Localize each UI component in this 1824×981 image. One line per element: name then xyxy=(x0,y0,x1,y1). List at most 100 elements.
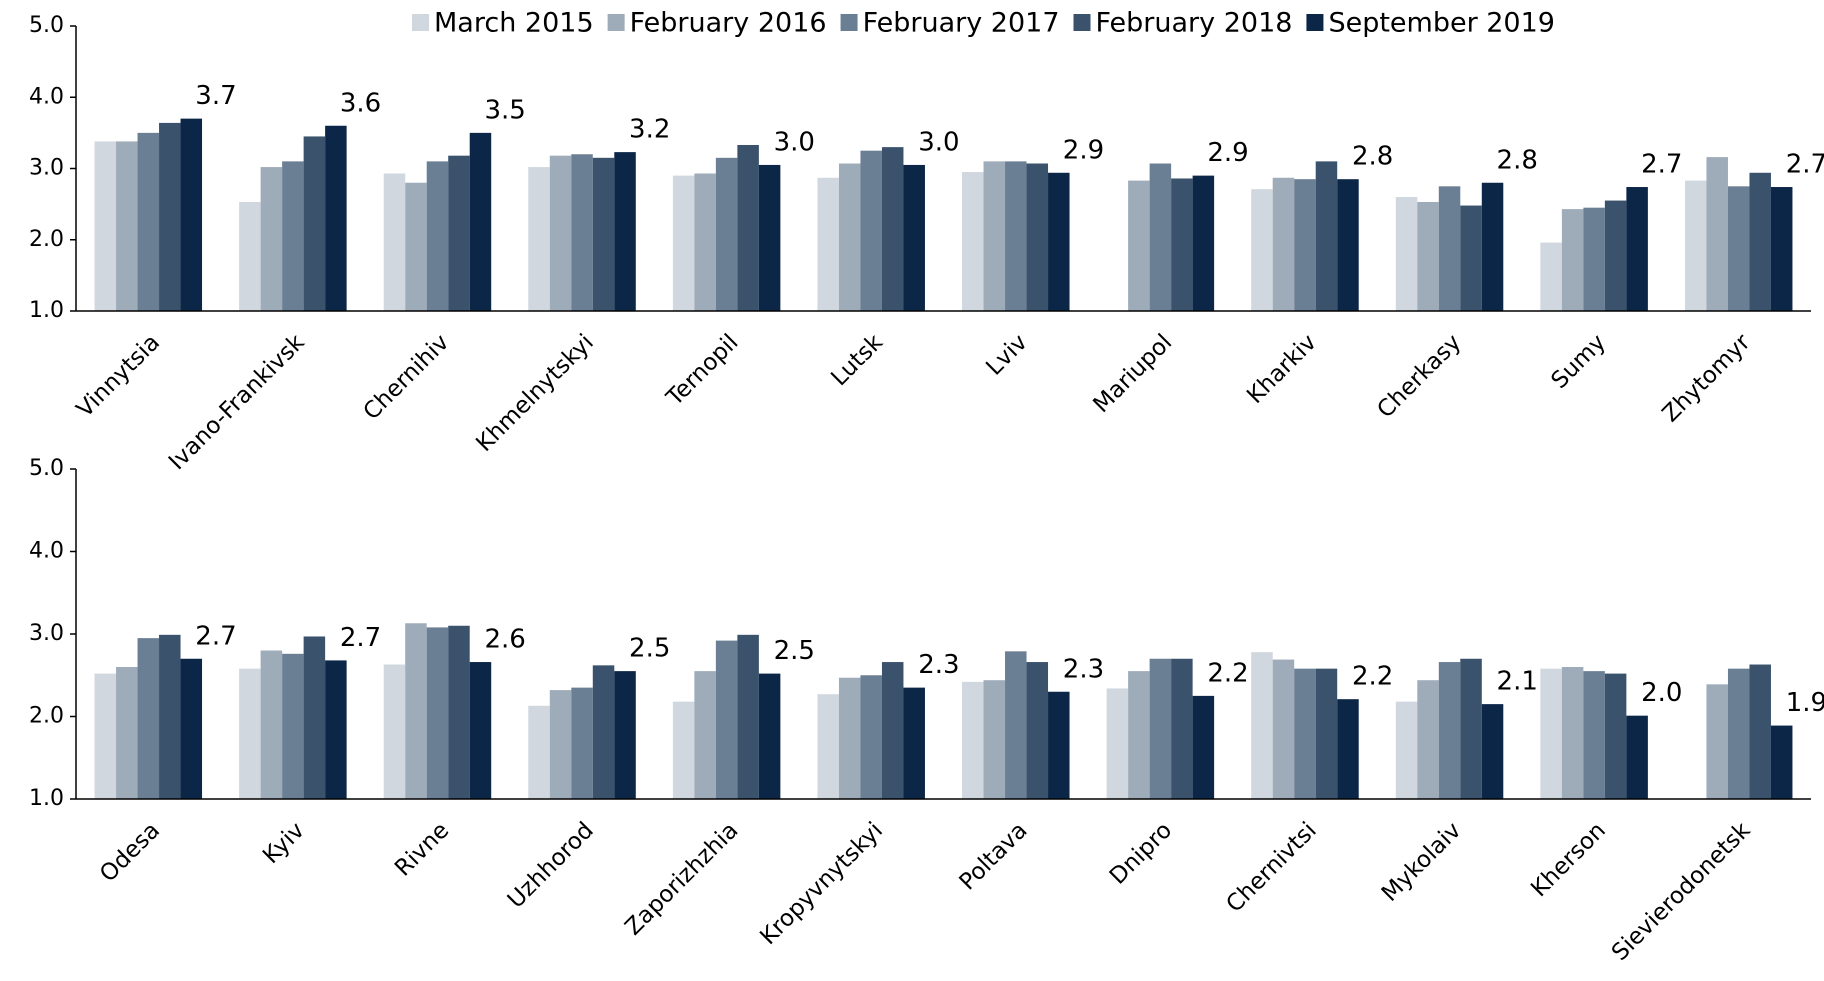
bar xyxy=(325,125,347,311)
legend-swatch xyxy=(840,14,858,31)
x-tick-label: Kharkiv xyxy=(1242,329,1322,409)
bar xyxy=(260,167,283,311)
x-tick-label: Dnipro xyxy=(1105,817,1177,889)
x-tick-label: Chernihiv xyxy=(359,329,455,425)
legend-label: March 2015 xyxy=(434,8,594,39)
bar xyxy=(180,658,203,799)
bar xyxy=(1294,179,1316,311)
bar xyxy=(983,161,1006,311)
x-tick-label: Lviv xyxy=(981,329,1032,380)
value-label: 2.6 xyxy=(484,625,525,655)
bar xyxy=(1626,715,1648,799)
bar xyxy=(881,662,904,799)
x-tick-label: Chernivtsi xyxy=(1222,817,1322,917)
bar xyxy=(838,163,861,311)
bar xyxy=(1684,180,1707,311)
value-label: 3.0 xyxy=(774,127,815,157)
bar xyxy=(962,172,984,311)
bar xyxy=(405,623,427,799)
x-tick-label: Mykolaiv xyxy=(1377,817,1466,906)
bar xyxy=(903,164,925,311)
bar xyxy=(448,155,470,311)
bar xyxy=(1604,200,1627,311)
bar xyxy=(1460,205,1482,311)
value-label: 2.5 xyxy=(629,634,670,664)
bar xyxy=(282,161,304,311)
x-tick-label: Sumy xyxy=(1546,329,1610,393)
bar xyxy=(260,650,283,799)
x-tick-label: Kropyvnytskyi xyxy=(755,817,888,950)
legend-label: September 2019 xyxy=(1328,8,1555,39)
x-tick-label: Kherson xyxy=(1526,817,1611,902)
x-tick-label: Zaporizhzhia xyxy=(620,817,743,940)
bar xyxy=(1583,207,1605,311)
value-label: 3.0 xyxy=(918,127,959,157)
value-label: 2.0 xyxy=(1641,678,1682,708)
bar xyxy=(528,167,550,311)
bar xyxy=(860,150,882,311)
bar xyxy=(1272,659,1295,799)
bar xyxy=(694,671,716,799)
bar xyxy=(1395,197,1418,311)
bar xyxy=(1337,179,1359,311)
bar xyxy=(1417,680,1439,799)
legend-swatch xyxy=(1306,14,1324,31)
y-tick-label: 2.0 xyxy=(29,704,64,729)
bar xyxy=(1604,673,1627,799)
bar xyxy=(1251,652,1273,799)
bar xyxy=(737,144,759,311)
bar xyxy=(1294,668,1316,799)
bar xyxy=(1171,178,1193,311)
x-tick-label: Poltava xyxy=(955,817,1033,895)
bar xyxy=(1026,163,1049,311)
bar xyxy=(1417,201,1439,311)
x-tick-label: Ivano-Frankivsk xyxy=(164,329,310,475)
bar xyxy=(383,173,406,311)
bar xyxy=(469,132,492,311)
bar xyxy=(1481,704,1504,799)
value-label: 3.7 xyxy=(195,81,236,111)
bar xyxy=(694,173,716,311)
bar xyxy=(962,681,984,799)
y-tick-label: 1.0 xyxy=(29,786,64,811)
bar xyxy=(1026,662,1049,799)
bar xyxy=(1192,695,1215,799)
bar xyxy=(1005,161,1027,311)
value-label: 3.6 xyxy=(340,88,381,118)
bar xyxy=(1749,172,1771,311)
bar xyxy=(94,141,117,311)
bar xyxy=(1395,701,1418,799)
legend-swatch xyxy=(607,14,625,31)
y-tick-label: 5.0 xyxy=(29,456,64,481)
bar xyxy=(1192,175,1215,311)
x-tick-label: Mariupol xyxy=(1089,329,1178,418)
bar xyxy=(549,155,572,311)
bar xyxy=(303,136,326,311)
bar xyxy=(528,705,550,799)
bar xyxy=(1048,691,1070,799)
bar xyxy=(592,665,615,799)
bar xyxy=(549,690,572,799)
value-label: 2.3 xyxy=(918,650,959,680)
bar xyxy=(571,687,593,799)
bar xyxy=(1481,182,1504,311)
bar xyxy=(137,132,160,311)
bar xyxy=(1438,186,1461,311)
value-label: 2.3 xyxy=(1063,654,1104,684)
value-label: 3.2 xyxy=(629,115,670,145)
bar xyxy=(159,122,181,312)
bar xyxy=(817,694,839,799)
y-tick-label: 4.0 xyxy=(29,539,64,564)
legend-label: February 2018 xyxy=(1096,8,1293,39)
bar xyxy=(817,177,839,311)
bar xyxy=(383,664,406,799)
bar xyxy=(1149,163,1172,311)
legend-label: February 2016 xyxy=(630,8,827,39)
x-tick-label: Khmelnytskyi xyxy=(471,329,598,456)
bar xyxy=(1438,662,1461,799)
value-label: 2.2 xyxy=(1207,658,1248,688)
bar xyxy=(180,118,203,311)
bar xyxy=(1128,180,1150,311)
bar xyxy=(325,660,347,799)
